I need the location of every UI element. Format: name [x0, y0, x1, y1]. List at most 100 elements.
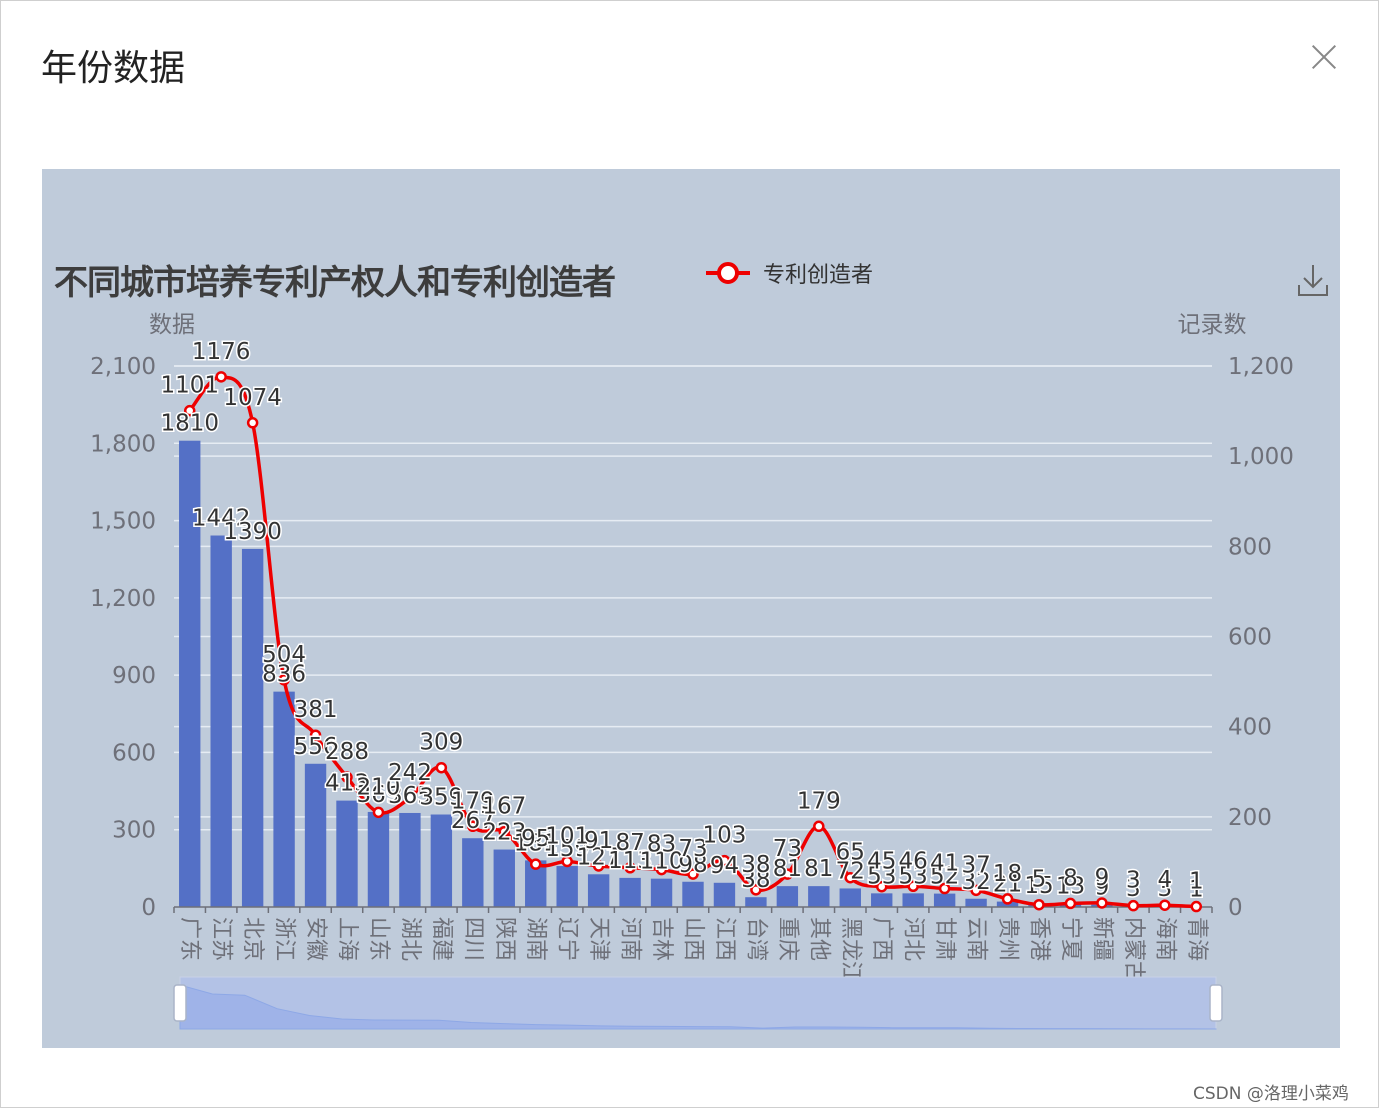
line-point[interactable] [718, 854, 731, 867]
line-point[interactable] [844, 871, 857, 884]
line-value-label: 18 [993, 861, 1022, 887]
bar-value-label: 127 [577, 844, 621, 870]
bar-value-label: 3 [1157, 876, 1172, 902]
line-point[interactable] [215, 371, 227, 383]
bar[interactable] [210, 535, 232, 907]
x-tick-label: 上海 [335, 917, 360, 961]
line-value-label: 37 [961, 852, 990, 878]
bar-value-label: 110 [640, 849, 684, 875]
y-right-tick-label: 1,200 [1228, 354, 1294, 380]
bar[interactable] [871, 893, 893, 907]
x-tick-label: 四川 [460, 917, 485, 961]
bar[interactable] [556, 866, 578, 907]
dialog-title: 年份数据 [41, 48, 186, 89]
line-point[interactable] [529, 858, 542, 870]
bar[interactable] [179, 440, 201, 907]
line-point[interactable] [592, 860, 605, 872]
bar[interactable] [430, 814, 453, 907]
line-value-label: 179 [451, 788, 495, 814]
close-icon[interactable] [1307, 41, 1341, 75]
line-point[interactable] [624, 862, 636, 874]
bar-value-label: 159 [545, 836, 589, 862]
x-tick-label: 台湾 [743, 917, 768, 961]
zoom-handle-right[interactable] [1209, 984, 1223, 1022]
y-left-tick-label: 0 [141, 895, 156, 921]
line-value-label: 87 [615, 830, 644, 856]
line-point[interactable] [498, 825, 511, 838]
line-point[interactable] [1159, 899, 1171, 911]
bar[interactable] [525, 860, 547, 907]
bar[interactable] [399, 812, 421, 907]
bar[interactable] [304, 763, 327, 907]
line-point[interactable] [970, 884, 982, 897]
line-point[interactable] [1064, 897, 1077, 910]
line-point[interactable] [404, 792, 416, 804]
bar[interactable] [462, 838, 484, 907]
bar-value-label: 38 [741, 867, 770, 893]
line-point[interactable] [875, 880, 888, 893]
line-point[interactable] [1033, 898, 1045, 911]
bar[interactable] [965, 898, 987, 907]
bar[interactable] [336, 800, 358, 907]
x-tick-label: 广东 [177, 917, 202, 961]
zoom-handle-left[interactable] [173, 984, 187, 1022]
axes: 0 300 600 900 1,200 1,500 1,800 2,100 0 200 400 600… [90, 312, 1294, 983]
bar[interactable] [808, 886, 830, 907]
bar-value-label: 223 [482, 820, 526, 846]
bar[interactable] [839, 888, 861, 907]
bar-value-label: 13 [1056, 874, 1085, 900]
line-point[interactable] [1127, 899, 1140, 912]
line-point[interactable] [278, 674, 290, 686]
line-point[interactable] [1096, 897, 1108, 909]
y-right-tick-label: 400 [1228, 715, 1272, 741]
bar[interactable] [650, 878, 673, 907]
line-point[interactable] [435, 761, 448, 774]
bar[interactable] [367, 811, 390, 907]
line-point[interactable] [687, 868, 699, 880]
bar[interactable] [902, 893, 924, 907]
legend-label-line[interactable]: 专利创造者 [763, 263, 874, 288]
x-tick-label: 浙江 [272, 917, 297, 961]
line-point[interactable] [750, 884, 762, 896]
line-value-label: 4 [1157, 867, 1172, 893]
x-tick-label: 黑龙江 [838, 917, 863, 983]
line-point[interactable] [341, 771, 353, 783]
line-point[interactable] [655, 863, 668, 876]
download-icon[interactable] [1297, 263, 1329, 297]
bar-value-label: 81 [804, 856, 833, 882]
line-point[interactable] [1190, 900, 1203, 913]
line-point[interactable] [781, 868, 794, 880]
line-point[interactable] [907, 880, 919, 893]
bar-value-label: 53 [867, 863, 896, 889]
bar[interactable] [713, 882, 736, 907]
x-tick-label: 内蒙古 [1121, 917, 1146, 983]
x-tick-label: 甘肃 [932, 917, 957, 961]
bar[interactable] [619, 877, 641, 907]
line-point[interactable] [467, 820, 479, 833]
line-point[interactable] [938, 882, 951, 895]
legend-line-marker[interactable] [704, 261, 752, 285]
line-point[interactable] [372, 806, 385, 819]
bar[interactable] [493, 849, 515, 907]
line-point[interactable] [183, 404, 196, 417]
line-value-label: 8 [1063, 865, 1078, 891]
line-point[interactable] [1001, 893, 1014, 905]
line-point[interactable] [561, 855, 573, 868]
bar-value-label: 81 [773, 856, 802, 882]
y-left-axis-title: 数据 [149, 312, 195, 338]
bar[interactable] [682, 881, 704, 907]
bar[interactable] [587, 874, 610, 907]
bar[interactable] [933, 893, 956, 907]
bar[interactable] [776, 886, 799, 907]
x-tick-label: 新疆 [1089, 917, 1114, 961]
line-point[interactable] [246, 417, 259, 429]
bar[interactable] [241, 548, 264, 907]
line-point[interactable] [309, 729, 322, 741]
line-value-label: 1 [1189, 869, 1204, 895]
grid-lines [174, 365, 1212, 831]
line-value-label: 38 [741, 852, 770, 878]
line-point[interactable] [813, 820, 825, 833]
line-value-label: 1074 [223, 385, 282, 411]
bar[interactable] [273, 691, 295, 907]
bar[interactable] [745, 897, 767, 907]
